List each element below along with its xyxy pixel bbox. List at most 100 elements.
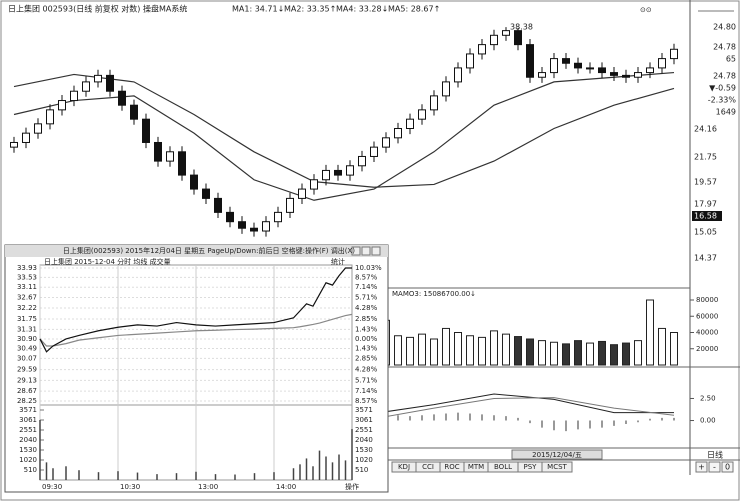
ma-label: MA1: 34.71↓: [232, 5, 284, 14]
window-minimize[interactable]: [351, 246, 361, 256]
volume-bar: [442, 327, 450, 366]
candle-body: [502, 30, 510, 36]
price-tick-label: 30.90: [17, 335, 37, 343]
main-chart: 38.38: [10, 23, 678, 237]
quote-value: 24.78: [713, 72, 736, 81]
candle-body: [514, 30, 522, 46]
pct-label: 4.28%: [355, 304, 378, 312]
volume-tick-label: 3571: [355, 406, 373, 414]
window-close[interactable]: [371, 246, 381, 256]
price-tick-label: 32.67: [17, 294, 37, 302]
candle-body: [46, 109, 54, 125]
volume-tick-label: 60000: [696, 312, 718, 320]
volume-tick-label: 510: [355, 466, 368, 474]
tab-label[interactable]: CCI: [422, 463, 434, 471]
operate-button[interactable]: 操作: [345, 482, 359, 491]
time-tick-label: 13:00: [198, 483, 218, 491]
stat-button[interactable]: 统计: [331, 257, 345, 266]
pct-label: 4.28%: [355, 366, 378, 374]
button[interactable]: [708, 461, 721, 473]
candle-body: [658, 58, 666, 69]
candle-body: [166, 151, 174, 162]
tab-label[interactable]: BOLL: [494, 463, 512, 471]
current-price-box: [692, 211, 722, 221]
candle-body: [262, 221, 270, 232]
pct-label: 5.71%: [355, 294, 378, 302]
volume-tick-label: 40000: [696, 329, 718, 337]
candle-body: [286, 197, 294, 213]
candle-body: [274, 211, 282, 223]
window-title: 日上集团(002593) 2015年12月04日 星期五 PageUp/Down…: [63, 246, 355, 255]
volume-bar: [658, 327, 666, 366]
volume-tick-label: 1020: [19, 456, 37, 464]
candle-body: [238, 221, 246, 229]
button[interactable]: [721, 461, 734, 473]
pct-label: 2.85%: [355, 354, 378, 362]
candle-body: [454, 67, 462, 83]
candle-body: [154, 141, 162, 162]
price-tick-label: 32.22: [17, 304, 37, 312]
candle-body: [586, 67, 594, 70]
time-tick-label: 14:00: [276, 483, 296, 491]
pct-label: 8.57%: [355, 397, 378, 405]
candle-body: [562, 58, 570, 64]
button-label[interactable]: +: [698, 463, 705, 472]
macd-tick-label: 0.00: [700, 417, 716, 425]
settings-icon[interactable]: ⊙⊙: [640, 6, 652, 14]
volume-bar: [478, 336, 486, 366]
volume-bar: [526, 338, 534, 366]
moving-average: [13, 73, 675, 188]
tab-label[interactable]: PSY: [524, 463, 538, 471]
price-axis-label: 24.16: [694, 125, 717, 134]
quote-value: 24.78: [713, 43, 736, 52]
candle-body: [634, 72, 642, 78]
candle-body: [490, 34, 498, 46]
tab-label[interactable]: ROC: [444, 463, 459, 471]
candle-body: [310, 179, 318, 190]
candle-body: [82, 81, 90, 92]
quote-separator: [698, 10, 734, 12]
candle-body: [334, 169, 342, 176]
candle-body: [382, 137, 390, 148]
volume-bar: [502, 333, 510, 366]
volume-bar: [454, 332, 462, 366]
candle-body: [394, 128, 402, 139]
price-axis-label: 19.57: [694, 178, 717, 187]
window-maximize[interactable]: [361, 246, 371, 256]
volume-bar: [418, 333, 426, 366]
intraday-window: 33.93 10.03% 33.53 8.57% 33.11 7.14% 32.67 5.71…: [4, 244, 389, 493]
button-label[interactable]: 0: [725, 463, 730, 472]
macd-tick-label: 2.50: [700, 394, 716, 402]
candle-body: [670, 48, 678, 60]
button-label[interactable]: -: [713, 463, 716, 472]
price-axis-label: 17.97: [694, 200, 717, 209]
volume-tick-label: 3061: [355, 416, 373, 424]
candle-body: [646, 67, 654, 74]
tab-label[interactable]: MTM: [468, 463, 484, 471]
candle-body: [466, 53, 474, 69]
price-tick-label: 28.25: [17, 397, 37, 405]
candle-body: [610, 72, 618, 76]
candle-body: [298, 188, 306, 199]
volume-bar: [610, 344, 618, 366]
volume-tick-label: 2040: [355, 436, 373, 444]
candle-body: [418, 109, 426, 120]
window-subtitle: 日上集团 2015-12-04 分时 均线 成交量: [44, 257, 171, 266]
price-axis-label: 15.05: [694, 228, 717, 237]
timeframe[interactable]: 日线: [707, 450, 723, 460]
tab-label[interactable]: MCST: [547, 463, 567, 471]
volume-bar: [646, 299, 654, 366]
price-tick-label: 30.49: [17, 345, 37, 353]
price-tick-label: 30.07: [17, 354, 37, 362]
ma-label: MA5: 28.67↑: [388, 5, 440, 14]
window-titlebar: [5, 245, 388, 257]
date: 2015/12/04/五: [532, 451, 582, 459]
chart-title: 日上集团 002593(日线 前复权 对数) 操盘MA系统: [8, 4, 187, 14]
tab-label[interactable]: KDJ: [398, 463, 410, 471]
pct-label: 7.14%: [355, 387, 378, 395]
button[interactable]: [695, 461, 708, 473]
price-tick-label: 29.13: [17, 376, 37, 384]
candle-body: [478, 44, 486, 55]
tab[interactable]: [541, 461, 573, 473]
